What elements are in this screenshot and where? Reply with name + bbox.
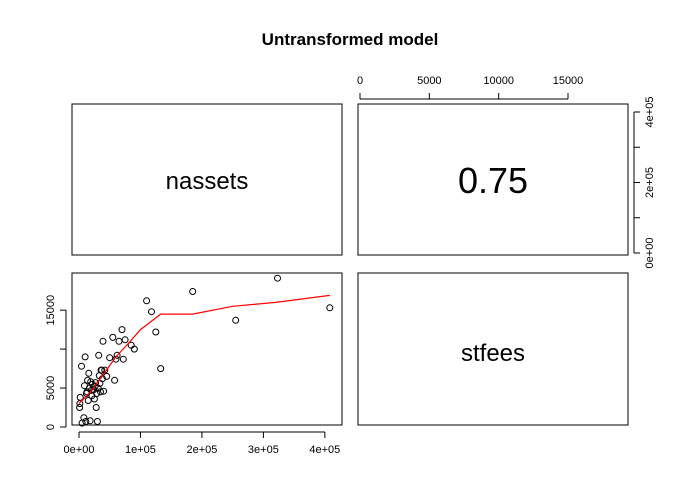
bottom-axis-tick-label: 3e+05 bbox=[248, 444, 279, 456]
scatter-point bbox=[118, 326, 126, 334]
scatter-layer bbox=[76, 274, 334, 427]
scatter-point bbox=[76, 404, 84, 411]
scatter-point bbox=[84, 397, 92, 404]
scatter-point bbox=[109, 333, 117, 341]
left-axis-tick-label: 5000 bbox=[45, 376, 57, 400]
scatter-point bbox=[76, 393, 84, 401]
scatter-point bbox=[92, 404, 100, 411]
top-axis-tick-label: 5000 bbox=[417, 75, 441, 87]
scatter-point bbox=[121, 336, 129, 344]
scatter-point bbox=[115, 337, 123, 345]
scatter-point bbox=[103, 372, 111, 380]
scatter-point bbox=[274, 274, 281, 282]
bottom-axis-tick-label: 0e+00 bbox=[64, 444, 95, 456]
scatter-point bbox=[232, 316, 240, 324]
scatter-point bbox=[100, 387, 108, 395]
scatter-point bbox=[157, 365, 165, 373]
scatter-point bbox=[76, 400, 84, 408]
right-axis-tick-label: 4e+05 bbox=[644, 97, 656, 128]
panel-top-right bbox=[357, 103, 629, 256]
right-axis-tick-label: 2e+05 bbox=[644, 167, 656, 198]
scatter-point bbox=[113, 351, 121, 359]
scatter-point bbox=[143, 297, 151, 305]
top-axis-tick-label: 0 bbox=[357, 75, 363, 87]
scatter-point bbox=[93, 418, 101, 425]
bottom-axis-tick-label: 4e+05 bbox=[309, 444, 340, 456]
left-axis-tick-label: 0 bbox=[45, 424, 57, 430]
diagonal-label-stfees: stfees bbox=[461, 340, 525, 367]
scatter-point bbox=[130, 345, 138, 353]
scatter-point bbox=[148, 308, 155, 316]
scatter-point bbox=[152, 328, 160, 336]
bottom-axis-tick-label: 1e+05 bbox=[125, 444, 156, 456]
scatter-point bbox=[97, 388, 104, 396]
scatter-point bbox=[99, 337, 107, 345]
left-axis-tick-label: 15000 bbox=[45, 295, 57, 326]
bottom-axis-tick-label: 2e+05 bbox=[186, 444, 217, 456]
scatter-point bbox=[119, 355, 127, 363]
scatter-point bbox=[86, 417, 94, 425]
scatter-point bbox=[326, 304, 334, 312]
scatter-point bbox=[85, 369, 93, 377]
scatter-point bbox=[106, 354, 114, 362]
axis-layer: 0e+00 1e+05 2e+05 3e+05 4e+05 0 5000 15000 0 5000… bbox=[45, 75, 656, 456]
scatter-point bbox=[95, 351, 103, 359]
top-axis-tick-label: 15000 bbox=[553, 75, 584, 87]
diagonal-label-nassets: nassets bbox=[166, 168, 249, 195]
top-axis-tick-label: 10000 bbox=[483, 75, 514, 87]
panel-top-left bbox=[71, 103, 343, 256]
scatter-point bbox=[98, 366, 106, 374]
scatter-point bbox=[81, 353, 89, 361]
scatter-point bbox=[189, 288, 197, 295]
scatter-point bbox=[94, 384, 102, 392]
panel-bottom-left bbox=[71, 272, 343, 426]
correlation-label: 0.75 bbox=[458, 160, 528, 201]
scatter-point bbox=[78, 362, 85, 370]
right-axis-tick-label: 0e+00 bbox=[644, 238, 656, 269]
smoother-line bbox=[78, 294, 330, 405]
scatter-point bbox=[80, 414, 88, 422]
chart-title: Untransformed model bbox=[262, 30, 439, 49]
scatter-point bbox=[82, 418, 90, 425]
panel-bottom-right bbox=[357, 272, 629, 426]
scatter-point bbox=[111, 376, 119, 384]
